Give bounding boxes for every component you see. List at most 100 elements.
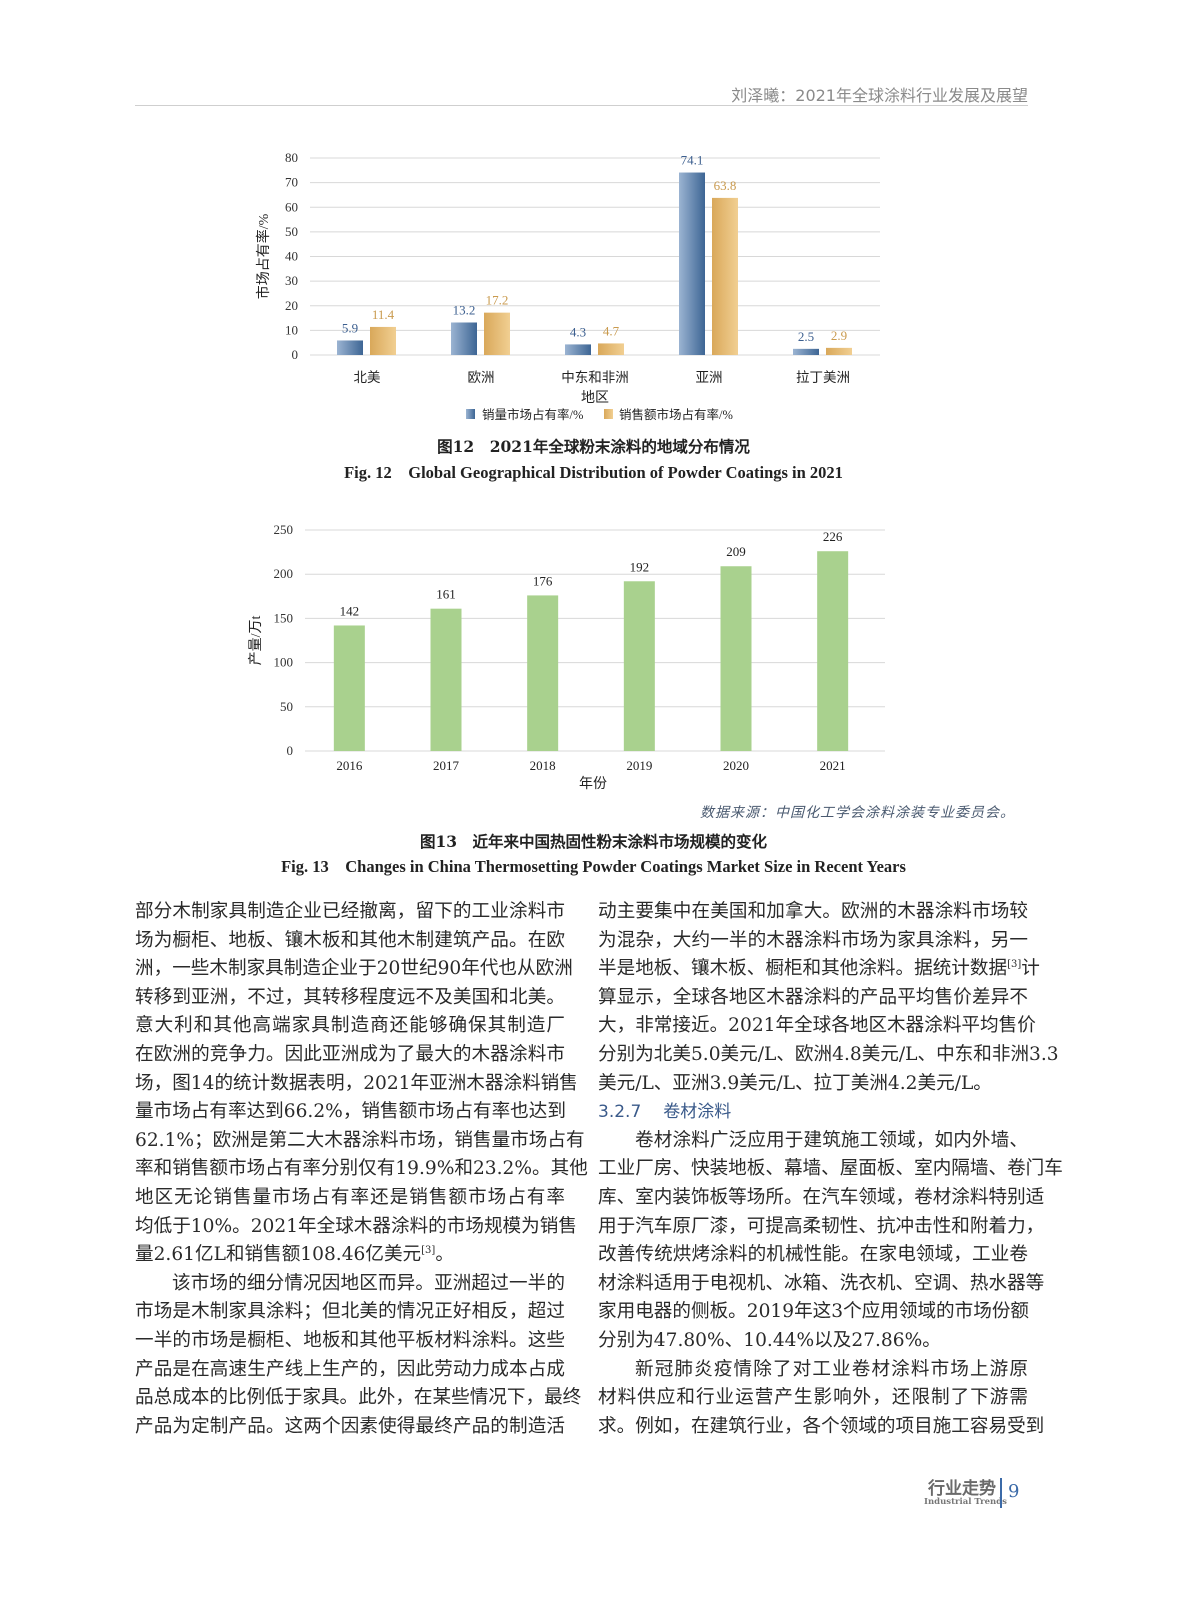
- text-line: 家用电器的侧板。2019年这3个应用领域的市场份额: [598, 1301, 1030, 1323]
- y-tick-label: 0: [287, 743, 294, 758]
- text-line: 产品为定制产品。这两个因素使得最终产品的制造活: [135, 1415, 565, 1437]
- text-line: 新冠肺炎疫情除了对工业卷材涂料市场上游原: [635, 1358, 1028, 1380]
- text-line: 大，非常接近。2021年全球各地区木器涂料平均售价: [598, 1015, 1036, 1037]
- footer-section-cn: 行业走势: [928, 1479, 996, 1499]
- text-line: 该市场的细分情况因地区而异。亚洲超过一半的: [172, 1272, 565, 1294]
- page-number: 9: [1008, 1481, 1020, 1502]
- text-line: 意大利和其他高端家具制造商还能够确保其制造厂: [135, 1015, 565, 1037]
- section-heading: 3.2.7 卷材涂料: [598, 1098, 1028, 1127]
- y-axis-label: 产量/万t: [248, 616, 264, 666]
- text-line: 分别为47.80%、10.44%以及27.86%。: [598, 1329, 941, 1351]
- bar-sales-4: [826, 347, 852, 355]
- bar-volume-0: [337, 340, 363, 355]
- y-tick-label: 200: [274, 566, 294, 581]
- text-line: 洲，一些木制家具制造企业于20世纪90年代也从欧洲: [135, 958, 573, 980]
- fig13-data-source: 数据来源：中国化工学会涂料涂装专业委员会。: [700, 805, 1015, 821]
- bar-sales-1: [484, 312, 510, 355]
- fig13-bar-chart: 0 50 100 150 200 250 142 2016 161 2017 176 2018 192 2…: [248, 522, 885, 792]
- legend-label-sales: 销售额市场占有率/%: [619, 407, 733, 422]
- text-line: 半是地板、镶木板、橱柜和其他涂料。据统计数据[3]计: [598, 958, 1040, 980]
- fig13-caption-cn: 图13 近年来中国热固性粉末涂料市场规模的变化: [419, 832, 768, 851]
- bar-2017: [430, 608, 462, 751]
- body-column-left: 部分木制家具制造企业已经撤离，留下的工业涂料市 场为橱柜、地板、镶木板和其他木制建…: [135, 898, 588, 1441]
- data-label: 17.2: [486, 293, 509, 308]
- data-label: 209: [726, 544, 746, 559]
- data-label: 63.8: [714, 178, 737, 193]
- y-axis-label: 市场占有率/%: [255, 213, 272, 299]
- text-line: 地区无论销售量市场占有率还是销售额市场占有率: [135, 1186, 565, 1208]
- text-line: 场为橱柜、地板、镶木板和其他木制建筑产品。在欧: [135, 929, 565, 951]
- footer-divider: [1000, 1478, 1002, 1508]
- section-number: 3.2.7: [598, 1102, 642, 1123]
- data-label: 74.1: [681, 153, 704, 168]
- legend-swatch-sales: [604, 409, 613, 419]
- bar-sales-0: [370, 326, 396, 355]
- text-line: 品总成本的比例低于家具。此外，在某些情况下，最终: [135, 1387, 582, 1409]
- fig12-bar-chart: 0 10 20 30 40 50 60 70 80 5.9 11.4 北美 13.2 17.2 欧洲 4.3 4…: [255, 150, 880, 422]
- text-line: 分别为北美5.0美元/L、欧洲4.8美元/L、中东和非洲3.3: [598, 1043, 1059, 1065]
- text-line: 美元/L、亚洲3.9美元/L、拉丁美洲4.2美元/L。: [598, 1072, 992, 1094]
- text-line: 材涂料适用于电视机、冰箱、洗衣机、空调、热水器等: [598, 1272, 1045, 1294]
- y-tick-label: 10: [285, 322, 298, 337]
- fig12-caption-en: Fig. 12 Global Geographical Distribution…: [344, 463, 843, 482]
- text-line: 62.1%；欧洲是第二大木器涂料市场，销售量市场占有: [135, 1129, 585, 1151]
- bar-volume-4: [793, 348, 819, 355]
- y-tick-label: 70: [285, 175, 298, 190]
- bar-2016: [333, 625, 365, 751]
- footer-section-en: Industrial Trends: [924, 1497, 1007, 1507]
- text-line: 工业厂房、快装地板、幕墙、屋面板、室内隔墙、卷门车: [598, 1158, 1063, 1180]
- x-tick-label: 中东和非洲: [561, 370, 629, 385]
- text-line: 动主要集中在美国和加拿大。欧洲的木器涂料市场较: [598, 901, 1028, 922]
- legend-swatch-volume: [466, 409, 475, 419]
- y-tick-label: 30: [285, 273, 298, 288]
- y-tick-label: 60: [285, 199, 298, 214]
- text-line: 部分木制家具制造企业已经撤离，留下的工业涂料市: [135, 901, 565, 922]
- citation-ref[interactable]: [3]: [1007, 959, 1022, 970]
- data-label: 192: [630, 559, 650, 574]
- running-header: 刘泽曦：2021年全球涂料行业发展及展望: [731, 86, 1028, 105]
- x-tick-label: 2021: [820, 758, 846, 773]
- bar-sales-2: [598, 343, 624, 355]
- text-line: 材料供应和行业运营产生影响外，还限制了下游需: [598, 1387, 1028, 1409]
- y-tick-label: 250: [274, 522, 294, 537]
- x-tick-label: 2017: [433, 758, 460, 773]
- y-tick-label: 80: [285, 150, 298, 165]
- bar-volume-1: [451, 322, 477, 355]
- x-tick-label: 2019: [626, 758, 652, 773]
- x-tick-label: 亚洲: [696, 370, 723, 385]
- data-label: 2.5: [798, 329, 814, 344]
- data-label: 142: [340, 603, 360, 618]
- text-line: 率和销售额市场占有率分别仅有19.9%和23.2%。其他: [135, 1158, 588, 1180]
- x-tick-label: 2020: [723, 758, 749, 773]
- text-line: 卷材涂料广泛应用于建筑施工领域，如内外墙、: [635, 1129, 1028, 1151]
- text-line: 转移到亚洲，不过，其转移程度远不及美国和北美。: [135, 986, 565, 1008]
- bar-2018: [527, 595, 559, 751]
- fig12-caption-cn: 图12 2021年全球粉末涂料的地域分布情况: [437, 437, 750, 456]
- text-line: 场，图14的统计数据表明，2021年亚洲木器涂料销售: [135, 1072, 578, 1094]
- text-line: 库、室内装饰板等场所。在汽车领域，卷材涂料特别适: [598, 1186, 1045, 1208]
- data-label: 4.3: [570, 324, 586, 339]
- text-line: 量2.61亿L和销售额108.46亿美元[3]。: [135, 1244, 454, 1266]
- legend-label-volume: 销量市场占有率/%: [482, 407, 583, 422]
- data-label: 5.9: [342, 320, 358, 335]
- data-label: 226: [823, 529, 843, 544]
- y-tick-label: 20: [285, 298, 298, 313]
- y-tick-label: 0: [292, 347, 299, 362]
- x-axis-label: 年份: [579, 776, 607, 792]
- header-rule: [135, 105, 1028, 106]
- x-axis-label: 地区: [581, 390, 609, 406]
- bar-volume-3: [679, 172, 705, 355]
- text-line: 算显示，全球各地区木器涂料的产品平均售价差异不: [598, 986, 1028, 1008]
- citation-ref[interactable]: [3]: [421, 1244, 436, 1256]
- text-line: 市场是木制家具涂料；但北美的情况正好相反，超过: [135, 1301, 565, 1323]
- text-line: 为混杂，大约一半的木器涂料市场为家具涂料，另一: [598, 929, 1028, 951]
- data-label: 161: [436, 587, 456, 602]
- y-tick-label: 40: [285, 249, 298, 264]
- text-line: 改善传统烘烤涂料的机械性能。在家电领域，工业卷: [598, 1244, 1028, 1266]
- y-tick-label: 50: [280, 699, 293, 714]
- text-line: 在欧洲的竞争力。因此亚洲成为了最大的木器涂料市: [135, 1043, 565, 1065]
- x-tick-label: 北美: [354, 370, 381, 385]
- x-tick-label: 欧洲: [468, 370, 495, 385]
- fig13-caption-en: Fig. 13 Changes in China Thermosetting P…: [281, 857, 906, 876]
